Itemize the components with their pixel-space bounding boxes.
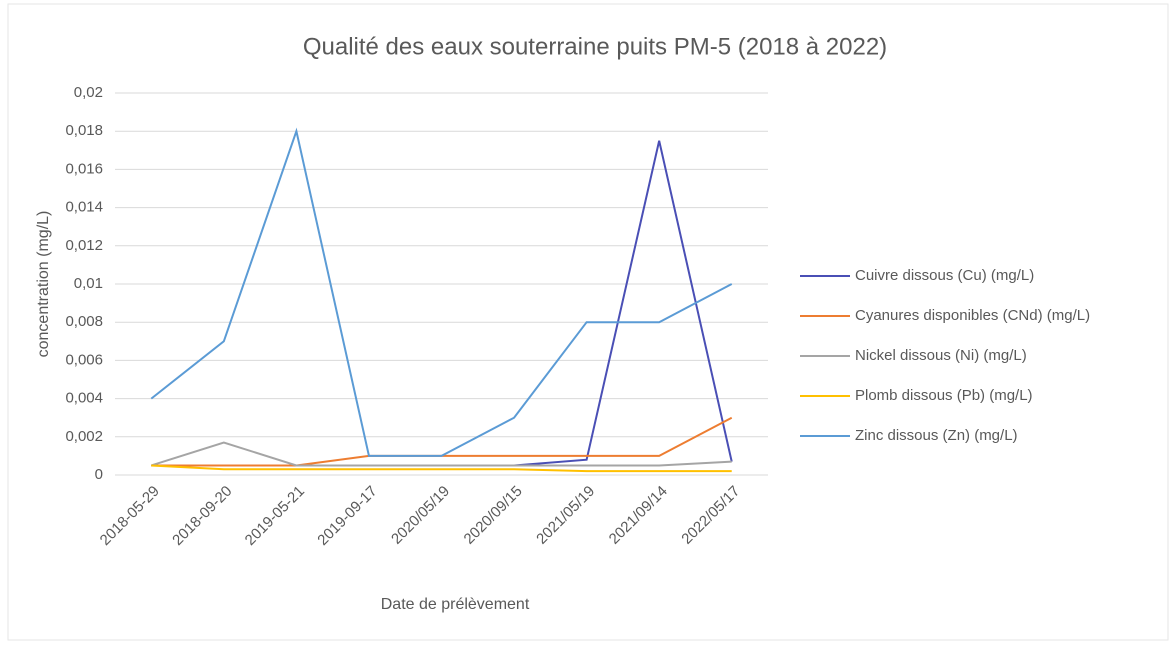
legend-label: Zinc dissous (Zn) (mg/L)	[855, 427, 1018, 444]
legend-label: Nickel dissous (Ni) (mg/L)	[855, 347, 1027, 364]
y-tick-label: 0,014	[65, 199, 103, 216]
legend-label: Cyanures disponibles (CNd) (mg/L)	[855, 307, 1090, 324]
series-line	[150, 441, 732, 467]
y-tick-label: 0,016	[65, 160, 103, 177]
y-tick-label: 0,02	[74, 84, 103, 101]
y-tick-label: 0	[95, 466, 103, 483]
y-tick-label: 0,01	[74, 275, 103, 292]
y-tick-label: 0,006	[65, 351, 103, 368]
legend-label: Cuivre dissous (Cu) (mg/L)	[855, 267, 1034, 284]
y-tick-label: 0,012	[65, 237, 103, 254]
y-tick-label: 0,002	[65, 428, 103, 445]
y-tick-label: 0,018	[65, 122, 103, 139]
y-tick-label: 0,008	[65, 313, 103, 330]
y-tick-label: 0,004	[65, 390, 103, 407]
x-axis-label: Date de prélèvement	[381, 596, 530, 613]
series-line	[150, 127, 733, 457]
y-axis-label: concentration (mg/L)	[35, 211, 52, 358]
chart-title: Qualité des eaux souterraine puits PM-5 …	[303, 33, 887, 60]
series-line	[151, 464, 732, 473]
legend-label: Plomb dissous (Pb) (mg/L)	[855, 387, 1033, 404]
